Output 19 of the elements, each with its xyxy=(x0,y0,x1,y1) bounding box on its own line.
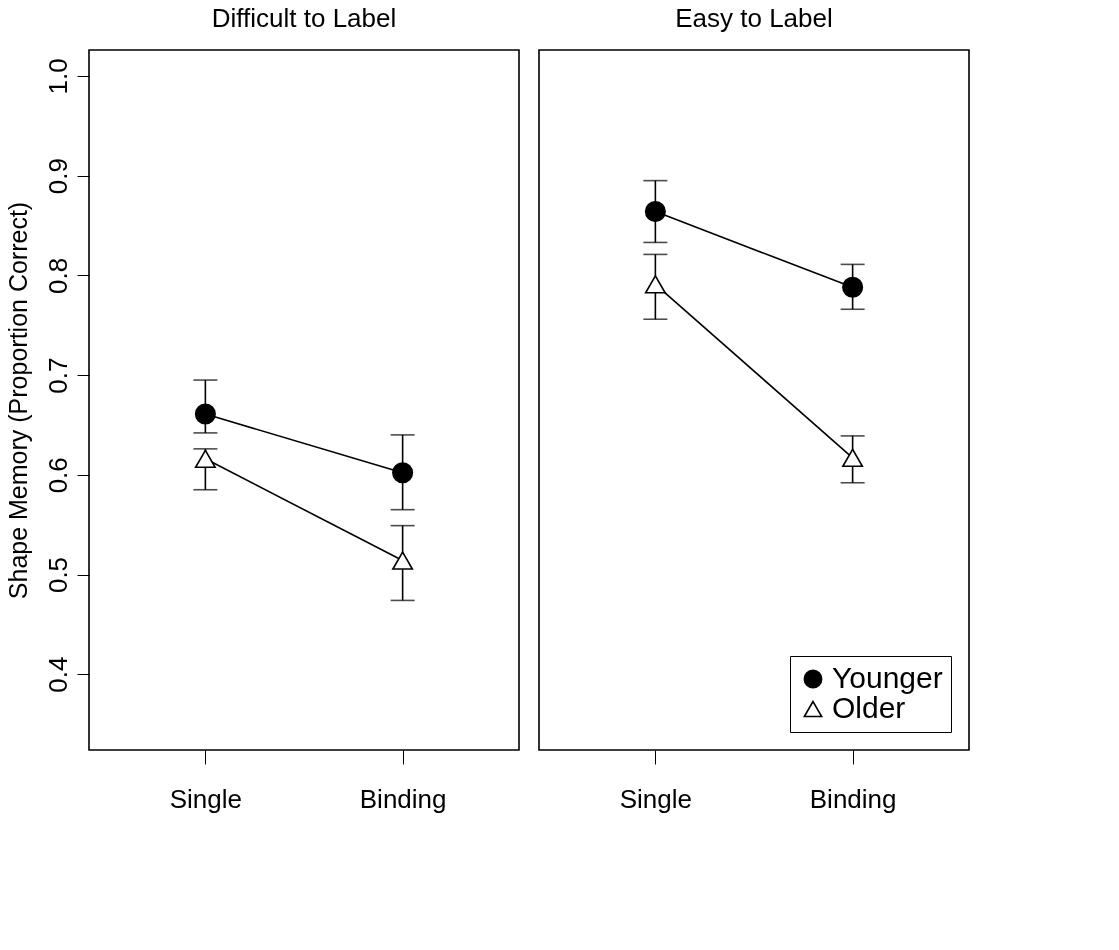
y-tick-label: 0.4 xyxy=(42,656,73,693)
x-tick-label: Single xyxy=(169,783,243,814)
legend-label: Younger xyxy=(832,661,943,694)
chart-title: Easy to Label xyxy=(675,3,833,33)
point xyxy=(644,201,666,223)
y-tick-label: 0.5 xyxy=(42,556,73,594)
point xyxy=(392,462,414,484)
x-tick-label: Single xyxy=(619,783,693,814)
x-tick-label: Binding xyxy=(809,783,897,814)
y-tick-label: 0.8 xyxy=(42,257,73,294)
x-tick-label: Binding xyxy=(359,783,447,814)
y-axis-title: Shape Memory (Proportion Correct) xyxy=(3,201,32,600)
y-tick-label: 0.9 xyxy=(42,158,73,195)
y-tick-label: 0.7 xyxy=(42,357,73,394)
chart-title: Difficult to Label xyxy=(211,3,397,33)
point xyxy=(194,403,216,425)
y-tick-label: 1.0 xyxy=(42,58,73,95)
y-tick-label: 0.6 xyxy=(42,457,73,494)
point xyxy=(842,276,864,298)
